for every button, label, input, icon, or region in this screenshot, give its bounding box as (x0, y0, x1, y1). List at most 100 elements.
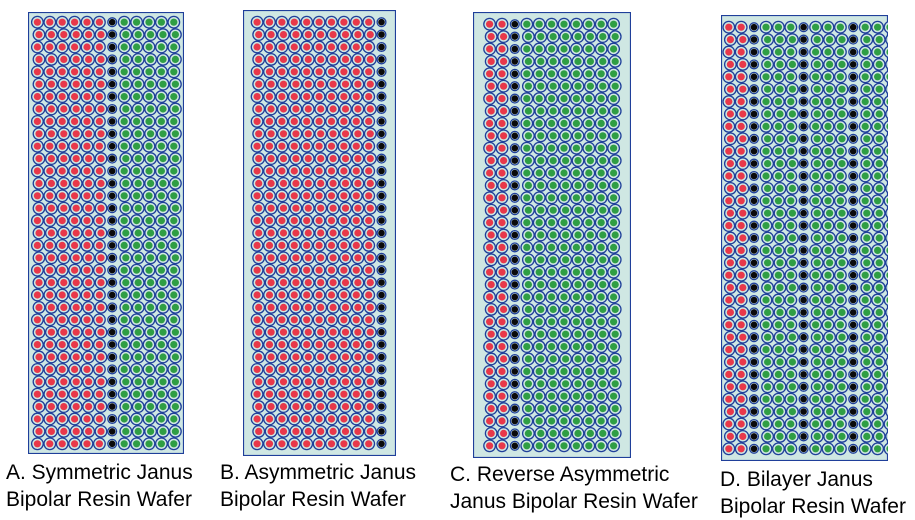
anion-bead (826, 308, 834, 316)
cation-bead (71, 365, 79, 373)
anion-bead (838, 432, 846, 440)
junction-bead (511, 256, 519, 264)
anion-bead (874, 246, 882, 254)
cation-bead (354, 254, 362, 262)
cation-bead (253, 217, 261, 225)
anion-bead (762, 147, 770, 155)
anion-bead (787, 23, 795, 31)
cation-bead (58, 43, 66, 51)
anion-bead (875, 259, 883, 267)
cation-bead (278, 316, 286, 324)
cation-bead (498, 219, 506, 227)
anion-bead (572, 144, 580, 152)
junction-bead (511, 368, 519, 375)
cation-bead (726, 259, 734, 267)
cation-bead (97, 254, 105, 262)
junction-bead (511, 95, 519, 102)
cation-bead (304, 328, 312, 336)
cation-bead (265, 390, 274, 398)
junction-bead (849, 172, 857, 180)
anion-bead (838, 160, 846, 168)
cation-bead (292, 130, 300, 138)
junction-bead (511, 268, 519, 276)
anion-bead (838, 60, 846, 68)
cation-bead (60, 130, 68, 138)
anion-bead (159, 55, 167, 64)
anion-bead (787, 296, 795, 304)
cation-bead (315, 167, 323, 175)
anion-bead-outline (883, 95, 888, 108)
cation-bead (46, 241, 54, 249)
anion-bead (549, 305, 557, 313)
junction-bead (750, 160, 758, 167)
anion-bead (610, 417, 618, 425)
junction-bead (849, 284, 857, 291)
anion-bead-outline (883, 368, 888, 381)
anion-bead (826, 432, 834, 440)
junction-bead (108, 440, 116, 448)
cation-bead (279, 303, 288, 311)
cation-bead (267, 254, 275, 262)
cation-bead (352, 217, 360, 225)
anion-bead (133, 440, 141, 448)
anion-bead (134, 353, 142, 361)
anion-bead (537, 355, 545, 363)
cation-bead (726, 209, 734, 217)
cation-bead (487, 132, 495, 140)
cation-bead (267, 353, 275, 361)
cation-bead (85, 254, 93, 262)
anion-bead (133, 18, 141, 26)
anion-bead (120, 117, 128, 125)
anion-bead (776, 160, 784, 168)
anion-bead (170, 365, 178, 373)
anion-bead (537, 330, 545, 338)
cation-bead (317, 130, 325, 138)
anion-bead (548, 45, 556, 53)
junction-bead (800, 309, 807, 316)
cation-bead (303, 167, 311, 175)
cation-bead (47, 427, 55, 435)
cation-bead (341, 353, 350, 361)
anion-bead (774, 370, 782, 378)
cation-bead (47, 130, 55, 138)
cation-bead (83, 316, 91, 324)
junction-bead (750, 420, 758, 428)
anion-bead (171, 328, 179, 336)
anion-bead (875, 432, 883, 440)
anion-bead (611, 132, 619, 140)
cation-bead (278, 217, 286, 225)
anion-bead (863, 209, 871, 217)
anion-bead (788, 358, 796, 366)
anion-bead (599, 281, 607, 289)
anion-bead (611, 330, 619, 338)
anion-bead (774, 122, 782, 130)
cation-bead (292, 229, 300, 237)
cation-bead (303, 142, 311, 150)
anion-bead (599, 380, 607, 388)
cation-bead (500, 305, 508, 313)
anion-bead (159, 328, 167, 336)
cation-bead (279, 378, 288, 386)
anion-bead (562, 281, 570, 289)
anion-bead (597, 95, 605, 103)
cation-bead (365, 68, 373, 76)
anion-bead (535, 45, 543, 53)
anion-bead-outline (883, 70, 888, 83)
anion-bead (836, 222, 844, 230)
anion-bead (170, 217, 178, 225)
anion-bead (560, 119, 568, 127)
anion-bead (562, 380, 570, 388)
anion-bead (548, 70, 556, 78)
anion-bead (597, 169, 605, 177)
anion-bead (764, 60, 772, 68)
anion-bead (122, 55, 130, 64)
anion-bead (861, 370, 869, 378)
anion-bead (611, 256, 619, 264)
anion-bead (535, 194, 543, 202)
cation-bead (315, 68, 323, 76)
cation-bead (265, 167, 274, 175)
cation-bead (278, 291, 286, 299)
cation-bead (340, 43, 348, 51)
junction-bead (378, 155, 385, 162)
anion-bead (762, 346, 770, 354)
